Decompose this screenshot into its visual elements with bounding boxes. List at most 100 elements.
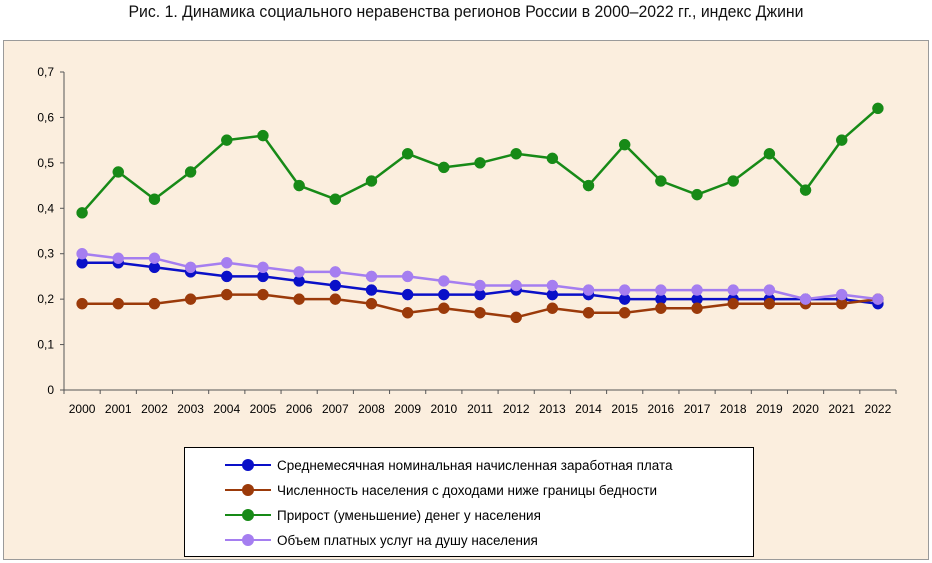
y-tick-label: 0,4 [37, 201, 54, 215]
data-point [438, 161, 450, 174]
legend-symbol [225, 534, 271, 546]
x-tick-label: 2001 [105, 402, 132, 416]
x-tick-label: 2000 [69, 402, 96, 416]
x-tick-label: 2006 [286, 402, 313, 416]
data-point [582, 284, 595, 296]
data-point [618, 307, 631, 319]
data-point [727, 175, 739, 187]
x-tick-label: 2010 [430, 402, 457, 416]
x-tick-label: 2016 [648, 402, 675, 416]
legend-symbol [225, 484, 271, 496]
x-tick-label: 2004 [213, 402, 240, 416]
data-point [474, 307, 486, 319]
x-tick-label: 2021 [828, 402, 855, 416]
data-point [618, 138, 631, 151]
x-tick-label: 2003 [177, 402, 204, 416]
legend-label: Прирост (уменьшение) денег у населения [277, 507, 541, 523]
x-tick-label: 2013 [539, 402, 566, 416]
data-point [618, 284, 631, 296]
data-point [474, 279, 486, 292]
data-point [148, 297, 161, 310]
y-tick-label: 0,1 [37, 338, 54, 352]
data-point [365, 284, 378, 296]
data-point [293, 179, 305, 192]
data-point [582, 179, 595, 192]
x-tick-label: 2002 [141, 402, 168, 416]
legend-item: Объем платных услуг на душу населения [225, 529, 538, 551]
data-point [257, 288, 269, 301]
legend-marker [242, 534, 254, 546]
data-point [872, 293, 884, 305]
data-point [221, 134, 233, 146]
legend-item: Численность населения с доходами ниже гр… [225, 479, 657, 501]
legend-item: Прирост (уменьшение) денег у населения [225, 504, 541, 526]
y-tick-label: 0 [47, 383, 54, 397]
data-point [799, 293, 812, 305]
data-point [184, 166, 197, 178]
legend-marker [242, 459, 254, 471]
data-point [184, 293, 197, 305]
data-point [257, 129, 269, 142]
data-point [582, 307, 595, 319]
data-point [546, 302, 559, 314]
data-point [329, 279, 342, 292]
x-tick-label: 2007 [322, 402, 349, 416]
data-point [510, 311, 522, 324]
data-point [401, 148, 414, 160]
data-point [148, 252, 161, 265]
data-point [763, 148, 776, 160]
x-tick-label: 2009 [394, 402, 421, 416]
data-point [401, 307, 414, 319]
x-tick-label: 2011 [467, 402, 493, 416]
data-point [691, 188, 703, 201]
data-point [112, 166, 125, 178]
chart-title: Рис. 1. Динамика социального неравенства… [128, 2, 804, 21]
data-point [546, 152, 559, 165]
data-point [365, 270, 378, 283]
data-point [835, 288, 848, 301]
data-point [221, 270, 233, 283]
x-tick-label: 2020 [792, 402, 819, 416]
y-tick-label: 0,2 [37, 292, 54, 306]
data-point [835, 134, 848, 146]
data-point [727, 297, 739, 310]
y-tick-label: 0,5 [37, 156, 54, 170]
data-point [293, 293, 305, 305]
data-point [763, 297, 776, 310]
data-point [691, 302, 703, 314]
data-point [329, 193, 342, 205]
data-point [510, 148, 522, 160]
line-chart: 0 0,1 0,2 0,3 0,4 0,5 0,6 0,7 2000 2001 2002 2003 20… [37, 65, 897, 416]
data-point [546, 279, 559, 292]
data-point [184, 261, 197, 274]
x-tick-label: 2015 [611, 402, 638, 416]
y-tick-label: 0,7 [37, 65, 54, 79]
data-point [438, 288, 450, 301]
data-point [727, 284, 739, 296]
legend-label: Объем платных услуг на душу населения [277, 532, 538, 548]
x-tick-label: 2018 [720, 402, 747, 416]
data-point [76, 207, 88, 219]
legend: Среднемесячная номинальная начисленная з… [184, 447, 754, 557]
data-point [401, 288, 414, 301]
x-tick-label: 2005 [250, 402, 277, 416]
legend-item: Среднемесячная номинальная начисленная з… [225, 454, 673, 476]
chart-frame: 0 0,1 0,2 0,3 0,4 0,5 0,6 0,7 2000 2001 2002 2003 20… [3, 40, 929, 560]
y-tick-label: 0,3 [37, 247, 54, 261]
data-point [365, 297, 378, 310]
x-tick-label: 2014 [575, 402, 602, 416]
data-point [872, 102, 884, 115]
x-tick-label: 2012 [503, 402, 530, 416]
x-tick-label: 2017 [684, 402, 711, 416]
data-point [148, 193, 161, 205]
x-tick-label: 2022 [865, 402, 892, 416]
data-point [763, 284, 776, 296]
plot-area [64, 72, 896, 390]
data-point [293, 266, 305, 278]
legend-symbol [225, 509, 271, 521]
data-point [438, 302, 450, 314]
data-point [655, 284, 667, 296]
data-point [221, 288, 233, 301]
data-point [655, 175, 667, 187]
data-point [329, 293, 342, 305]
